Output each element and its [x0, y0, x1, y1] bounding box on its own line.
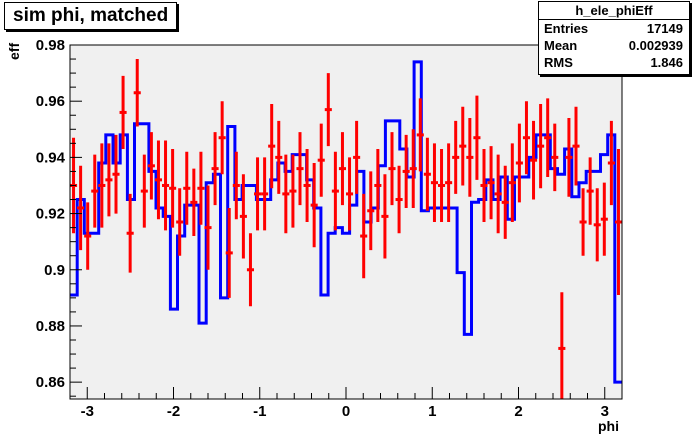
- y-tick-label: 0.98: [36, 37, 65, 54]
- x-tick-label: -3: [81, 403, 94, 420]
- stats-rms-label: RMS: [544, 55, 573, 70]
- plot-frame-fill: [70, 45, 622, 399]
- x-tick-label: 1: [428, 403, 436, 420]
- x-axis-label: phi: [598, 418, 619, 434]
- stats-entries-label: Entries: [544, 21, 589, 36]
- stats-row-rms: RMS 1.846: [539, 54, 689, 71]
- x-tick-label: -2: [167, 403, 180, 420]
- y-tick-label: 0.94: [36, 149, 66, 166]
- plot-title: sim phi, matched: [4, 2, 178, 30]
- stats-row-mean: Mean 0.002939: [539, 37, 689, 54]
- x-tick-label: 2: [514, 403, 522, 420]
- y-axis-label: eff: [6, 42, 22, 60]
- stats-mean-label: Mean: [544, 38, 578, 53]
- stats-mean-value: 0.002939: [628, 38, 683, 53]
- y-tick-label: 0.86: [36, 374, 65, 391]
- y-tick-label: 0.88: [36, 318, 65, 335]
- stats-box: h_ele_phiEff Entries 17149 Mean 0.002939…: [538, 1, 690, 75]
- x-tick-label: 0: [342, 403, 350, 420]
- y-tick-label: 0.96: [36, 93, 65, 110]
- y-tick-label: 0.92: [36, 206, 65, 223]
- stats-entries-value: 17149: [646, 21, 683, 36]
- stats-title: h_ele_phiEff: [539, 2, 689, 20]
- x-tick-label: 3: [601, 403, 609, 420]
- histogram-series-line: [70, 60, 622, 384]
- y-tick-label: 0.9: [44, 262, 65, 279]
- stats-rms-value: 1.846: [650, 55, 683, 70]
- stats-row-entries: Entries 17149: [539, 20, 689, 37]
- x-tick-label: -1: [253, 403, 266, 420]
